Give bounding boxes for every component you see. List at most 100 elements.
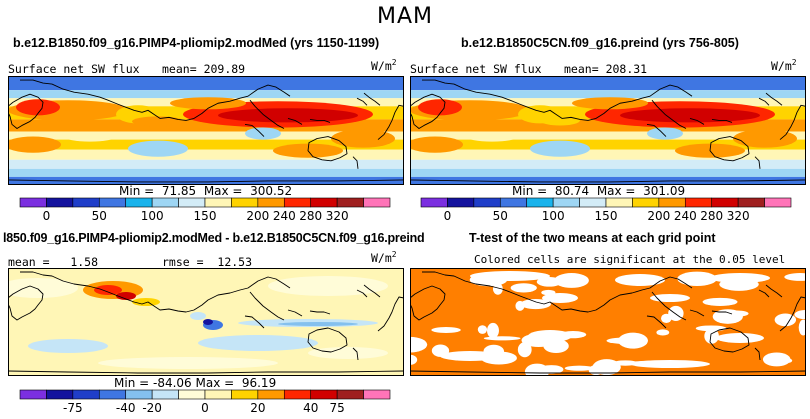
colorbar-swatch [283, 197, 312, 208]
panel-tl-variable: Surface net SW flux [8, 62, 140, 76]
panel-bl-title: l850.f09_g16.PIMP4-pliomip2.modMed - b.e… [3, 231, 425, 245]
non-significant-cells [564, 365, 594, 371]
heatmap-region [132, 116, 184, 127]
coastline [249, 291, 285, 321]
coastline [410, 370, 806, 374]
heatmap-band [8, 159, 404, 169]
heatmap-region [308, 347, 388, 359]
coastline [287, 117, 303, 125]
coastline [689, 117, 705, 125]
non-significant-cells [650, 294, 690, 302]
coastline [8, 93, 44, 129]
colorbar-tick-label: 280 [700, 209, 723, 223]
colorbar-swatch [310, 389, 338, 400]
coastline [8, 285, 44, 321]
panel-bl-map [8, 268, 404, 376]
colorbar-swatch [204, 389, 232, 400]
colorbar-swatch [151, 197, 179, 208]
panel-tl-title: b.e12.B1850.f09_g16.PIMP4-pliomip2.modMe… [13, 36, 380, 50]
non-significant-cells [492, 283, 503, 295]
panel-tl-minmax: Min = 71.85 Max = 300.52 [119, 184, 293, 198]
coastline [765, 92, 783, 106]
heatmap-region [418, 99, 462, 116]
non-significant-cells [704, 328, 719, 344]
colorbar-tick-label: 50 [92, 209, 107, 223]
non-significant-cells [410, 336, 428, 353]
heatmap-band [8, 131, 404, 140]
non-significant-cells [618, 332, 648, 349]
heatmap-region [218, 108, 358, 123]
coastline [287, 309, 303, 317]
colorbar-swatch [98, 197, 127, 208]
colorbar-swatch [151, 389, 179, 400]
non-significant-cells [794, 310, 806, 320]
coastline [244, 315, 265, 329]
heatmap-band [8, 139, 404, 150]
panel-tr-minmax: Min = 80.74 Max = 301.09 [512, 184, 686, 198]
panel-tr-title: b.e12.B1850C5CN.f09_g16.preind (yrs 756-… [461, 36, 739, 50]
colorbar-swatch [605, 197, 633, 208]
heatmap-region [647, 127, 683, 140]
heatmap-region [8, 136, 61, 153]
colorbar-swatch [125, 389, 153, 400]
panel-tr-units: W/m2 [771, 58, 797, 73]
non-significant-cells [410, 354, 418, 365]
panel-br-subtitle: Colored cells are significant at the 0.0… [474, 253, 786, 266]
non-significant-cells [656, 329, 670, 336]
non-significant-cells [487, 322, 499, 339]
colorbar-tick-label: 320 [326, 209, 349, 223]
colorbar-tick-label: 40 [303, 401, 318, 415]
colorbar-swatch [447, 197, 475, 208]
heatmap-region [28, 339, 108, 353]
heatmap-region [331, 129, 395, 148]
colorbar-tick-label: 150 [194, 209, 217, 223]
non-significant-cells [543, 338, 569, 354]
coastline [711, 118, 733, 123]
heatmap-band [410, 131, 806, 140]
non-significant-cells [554, 273, 589, 288]
map-frame [8, 76, 404, 185]
coastline [352, 156, 359, 169]
non-significant-cells [784, 273, 806, 281]
non-significant-cells [539, 365, 564, 374]
colorbar-tick-label: 100 [141, 209, 164, 223]
non-significant-cells [716, 333, 764, 343]
colorbar-tick-label: 200 [647, 209, 670, 223]
heatmap-region [466, 131, 518, 142]
coastline [410, 285, 446, 321]
colorbar-swatch [46, 389, 74, 400]
heatmap-region [733, 129, 797, 148]
heatmap-region [410, 136, 463, 153]
colorbar-swatch [19, 389, 47, 400]
panel-tl-colorbar: 0 50 100 150 200 240 280 320 [19, 197, 391, 223]
colorbar-tick-label: 75 [330, 401, 345, 415]
colorbar-swatch [737, 197, 765, 208]
coastline [758, 97, 770, 106]
coastline [646, 315, 667, 329]
coastline [765, 284, 783, 298]
coastline [651, 99, 687, 129]
colorbar-swatch [257, 197, 285, 208]
panel-tl-mean: mean= 209.89 [162, 62, 246, 76]
panel-tl-map [8, 76, 404, 185]
heatmap-region [64, 131, 116, 142]
colorbar-swatch [72, 389, 100, 400]
colorbar-tick-label: 240 [273, 209, 296, 223]
heatmap-band [8, 168, 404, 177]
colorbar-swatch [125, 197, 153, 208]
coastline [779, 104, 806, 140]
colorbar-swatch [310, 197, 338, 208]
heatmap-band [8, 76, 404, 91]
panel-bl-colorbar: -75 -40 -20 0 20 40 75 [19, 389, 391, 415]
heatmap-region [94, 285, 122, 295]
non-significant-cells [528, 330, 572, 342]
heatmap-region [116, 292, 136, 300]
non-significant-cells [783, 358, 793, 363]
coastline [309, 310, 331, 315]
panel-br-title: T-test of the two means at each grid poi… [469, 231, 716, 245]
non-significant-cells [762, 352, 791, 367]
heatmap-band [410, 168, 806, 177]
coastline [754, 156, 761, 169]
non-significant-cells [774, 313, 797, 327]
colorbar-tick-label: 240 [674, 209, 697, 223]
